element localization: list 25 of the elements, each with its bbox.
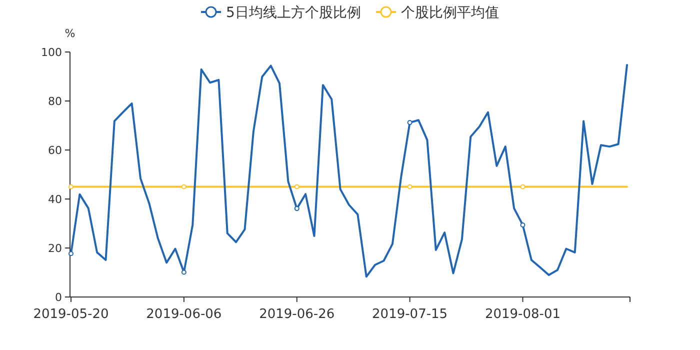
y-tick-label: 20: [48, 242, 62, 255]
point: [181, 184, 186, 190]
y-tick-label: 100: [41, 46, 62, 59]
x-tick-label: 2019-07-15: [372, 307, 448, 322]
x-tick-label: 2019-06-26: [259, 307, 335, 322]
y-tick-label: 40: [48, 193, 62, 206]
y-tick-label: 80: [48, 95, 62, 108]
point: [520, 184, 526, 190]
y-tick-label: 60: [48, 144, 62, 157]
y-axis-title: %: [64, 27, 76, 40]
point: [520, 222, 526, 228]
legend-label: 5日均线上方个股比例: [226, 5, 361, 21]
x-tick-label: 2019-08-01: [484, 307, 561, 322]
point: [407, 184, 412, 190]
point: [294, 184, 300, 190]
point: [68, 184, 74, 190]
point: [181, 270, 186, 275]
point: [407, 120, 412, 126]
legend-label: 个股比例平均值: [401, 5, 499, 21]
x-tick-label: 2019-06-06: [146, 307, 222, 322]
point: [68, 251, 74, 256]
point: [294, 206, 300, 212]
line-series: [68, 64, 628, 278]
x-tick-label: 2019-05-20: [33, 307, 109, 322]
y-tick-label: 0: [55, 291, 62, 304]
